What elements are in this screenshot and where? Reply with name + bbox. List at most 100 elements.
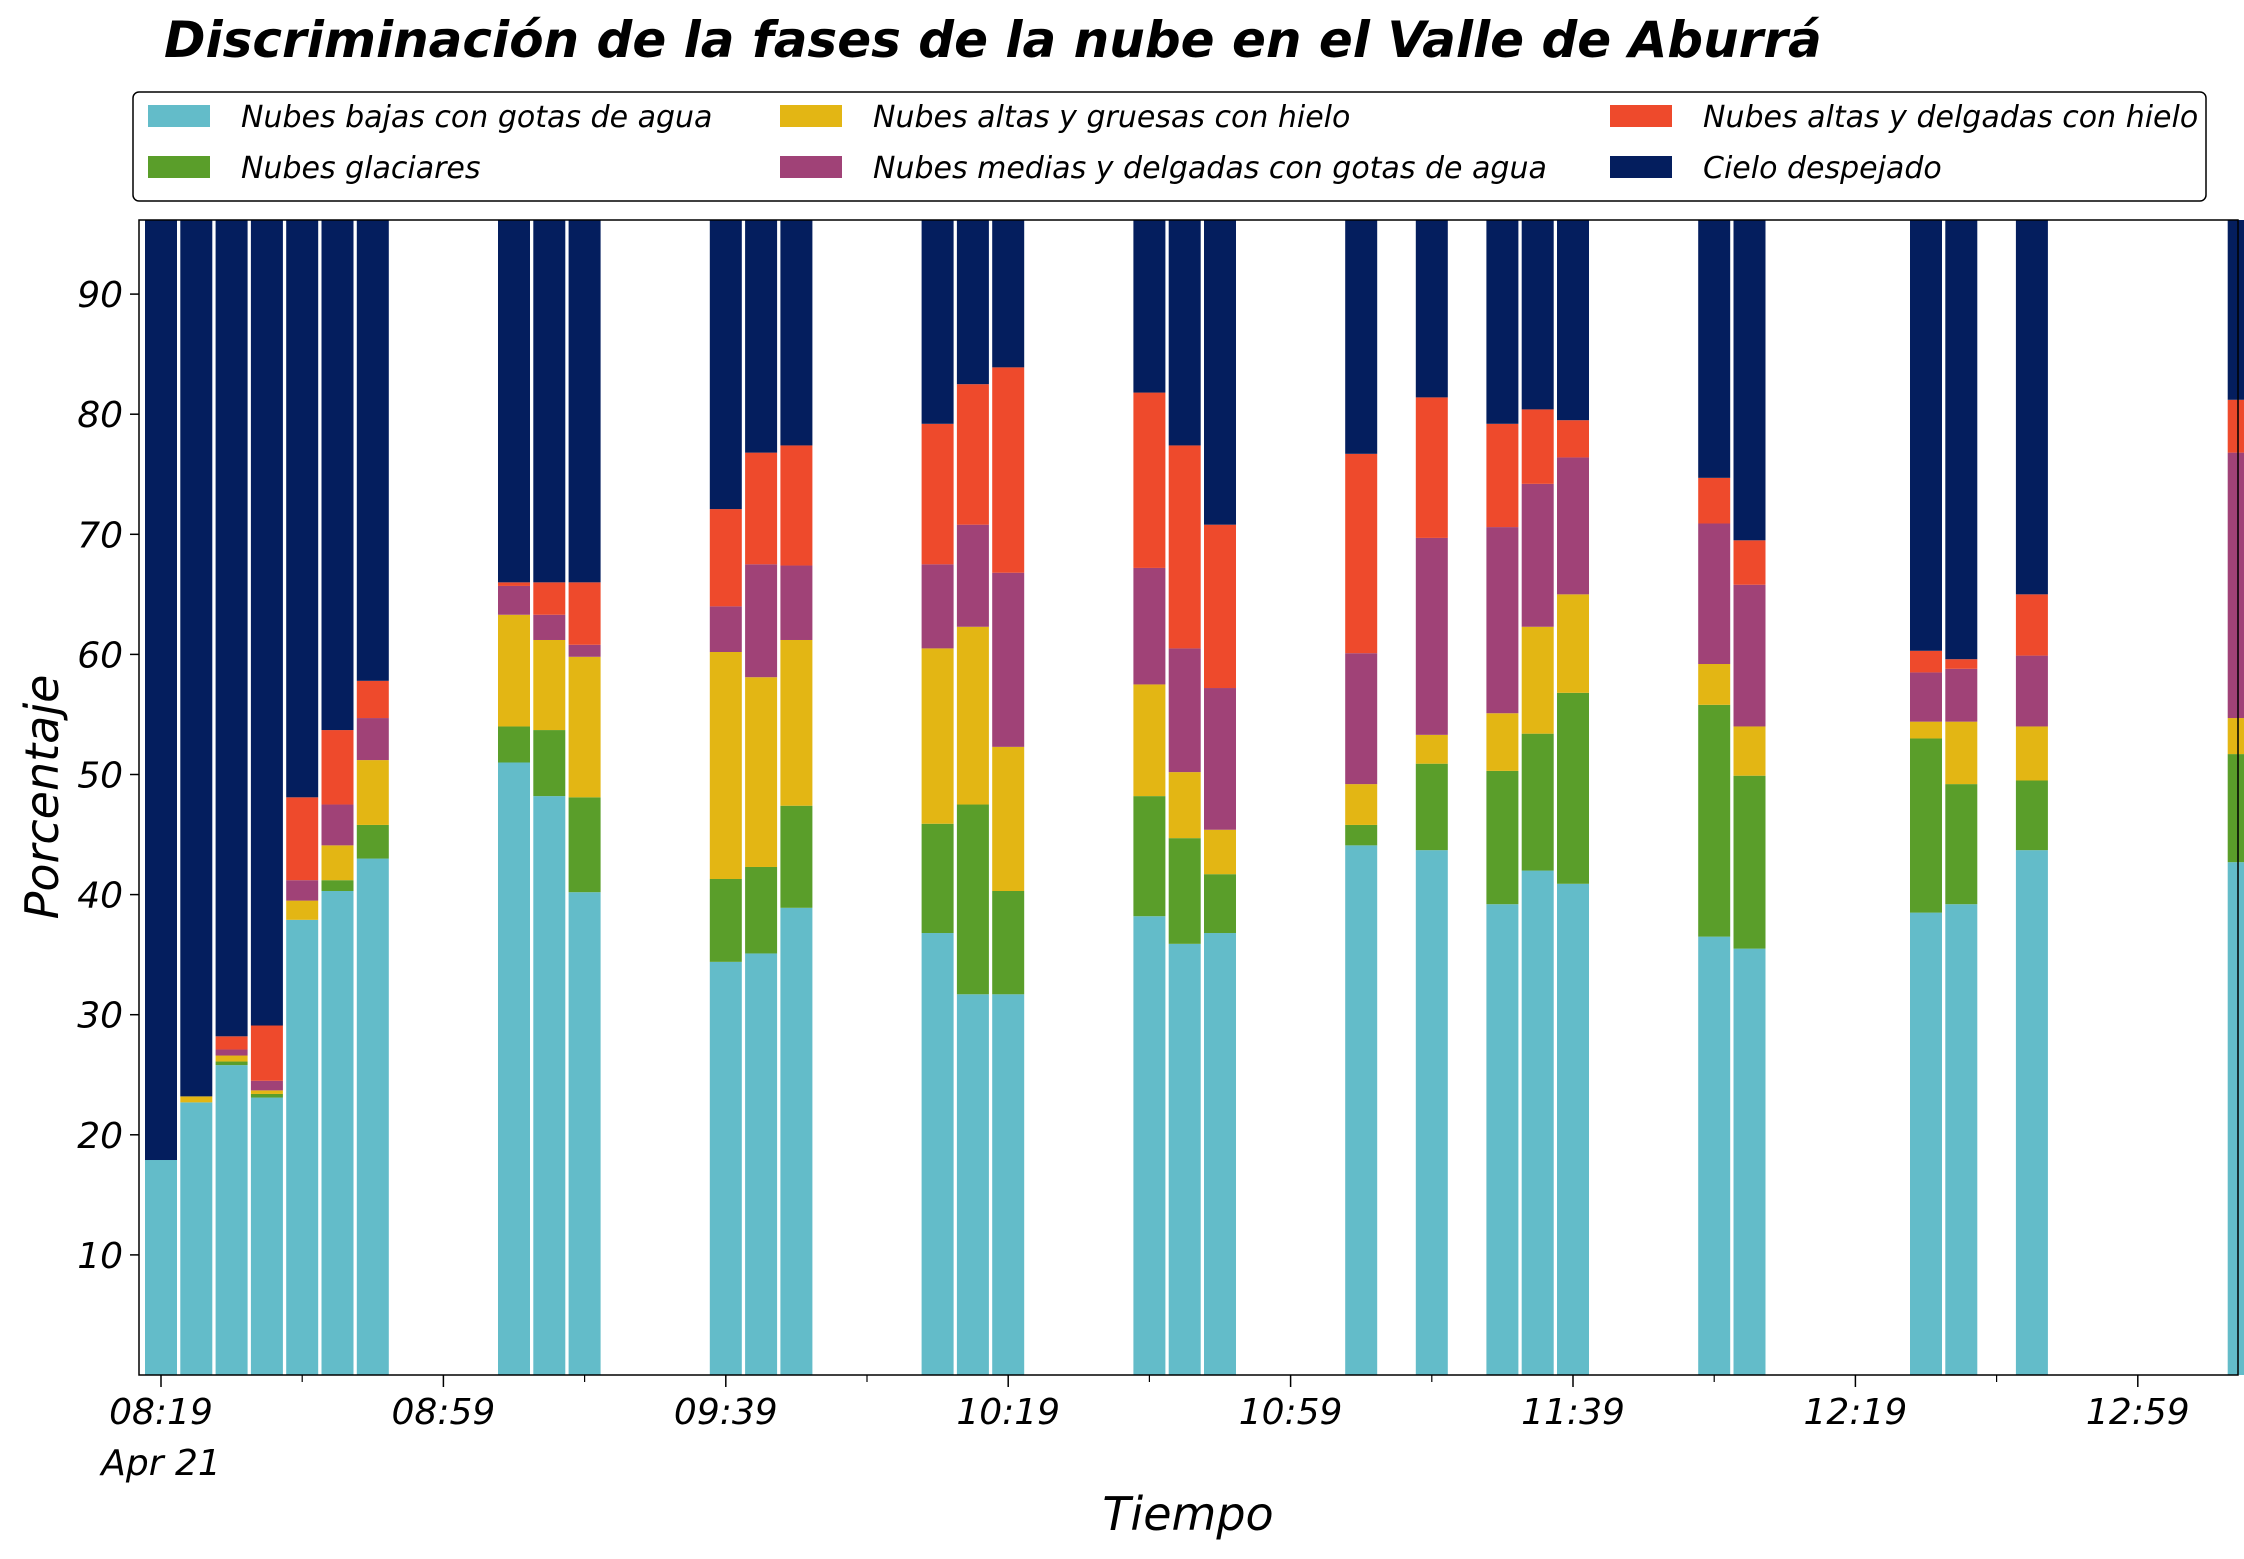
bar-segment <box>1345 824 1378 846</box>
bar-segment <box>180 220 213 1097</box>
y-tick-label: 50 <box>77 756 123 797</box>
bar-segment <box>215 220 248 1037</box>
y-tick-label: 90 <box>77 275 123 316</box>
bar-segment <box>1486 904 1519 1375</box>
bar-segment <box>498 585 530 615</box>
bar-segment <box>180 1102 213 1375</box>
bar-segment <box>568 797 601 893</box>
bar-segment <box>356 858 389 1375</box>
y-axis: 10 20 30 40 50 60 70 80 90 <box>77 275 139 1277</box>
x-tick-label: 10:59 <box>1239 1392 1343 1433</box>
bar-segment <box>709 652 742 879</box>
bar-segment <box>1415 220 1448 398</box>
bar-stack <box>709 220 742 1375</box>
bar-segment <box>921 564 954 649</box>
bar-segment <box>992 572 1025 747</box>
bar-segment <box>1557 883 1589 1375</box>
bar-segment <box>250 1090 283 1094</box>
x-tick-label: 12:19 <box>1804 1392 1908 1433</box>
x-tick-label: 12:59 <box>2086 1392 2190 1433</box>
bar-segment <box>1168 772 1201 839</box>
bar-segment <box>1521 483 1554 627</box>
bar-segment <box>498 614 530 727</box>
legend-swatch <box>148 156 210 178</box>
legend-swatch <box>1610 105 1672 127</box>
bar-segment <box>2227 718 2244 755</box>
bar-stack <box>921 220 954 1375</box>
bar-stack <box>1945 220 1978 1375</box>
bar-segment <box>709 961 742 1375</box>
bar-segment <box>1733 540 1766 585</box>
bar-segment <box>921 823 954 934</box>
bar-segment <box>1557 420 1589 458</box>
bar-segment <box>992 994 1025 1375</box>
bar-segment <box>321 891 354 1375</box>
bar-segment <box>1345 453 1378 654</box>
bar-segment <box>2015 780 2048 851</box>
legend-label: Nubes glaciares <box>241 151 481 186</box>
bar-segment <box>498 726 530 763</box>
bar-segment <box>1698 220 1731 478</box>
bar-segment <box>1345 653 1378 785</box>
bar-segment <box>1486 220 1519 424</box>
bar-segment <box>356 680 389 719</box>
bar-segment <box>1133 916 1166 1375</box>
x-tick-label: 09:39 <box>674 1392 778 1433</box>
y-tick-label: 80 <box>77 395 123 436</box>
bar-stack <box>956 220 989 1375</box>
bar-segment <box>1415 537 1448 735</box>
y-tick-label: 70 <box>77 515 123 556</box>
bar-segment <box>921 933 954 1375</box>
y-tick-label: 30 <box>77 996 123 1037</box>
bar-stack <box>145 220 177 1375</box>
bar-stack <box>215 220 248 1375</box>
bar-segment <box>568 582 601 645</box>
bar-segment <box>956 220 989 385</box>
bar-segment <box>321 220 354 731</box>
bar-segment <box>745 452 778 565</box>
bar-segment <box>1521 220 1554 410</box>
bar-segment <box>1133 796 1166 917</box>
bar-stack <box>780 220 813 1375</box>
bar-segment <box>992 220 1025 368</box>
bar-segment <box>1168 648 1201 773</box>
bar-segment <box>250 1093 283 1098</box>
bar-segment <box>1521 733 1554 871</box>
bar-segment <box>1698 936 1731 1375</box>
bar-segment <box>2227 862 2244 1375</box>
bar-segment <box>1698 477 1731 524</box>
bar-segment <box>921 423 954 565</box>
bar-stack <box>1345 220 1378 1375</box>
bar-segment <box>1557 457 1589 595</box>
bar-stack <box>286 220 319 1375</box>
bar-segment <box>356 220 389 681</box>
bar-segment <box>1168 838 1201 944</box>
bar-segment <box>1345 845 1378 1375</box>
bar-segment <box>1415 763 1448 851</box>
bar-segment <box>568 644 601 657</box>
bar-stack <box>1486 220 1519 1375</box>
bar-segment <box>1910 738 1942 913</box>
bar-segment <box>215 1061 248 1066</box>
legend-swatch <box>1610 156 1672 178</box>
bar-segment <box>568 220 601 583</box>
bar-stack <box>533 220 566 1375</box>
bar-segment <box>1733 948 1766 1375</box>
bar-segment <box>956 804 989 995</box>
bar-segment <box>1698 704 1731 937</box>
bar-stack <box>1910 220 1942 1375</box>
bar-stack <box>1698 220 1731 1375</box>
bar-stack <box>1521 220 1554 1375</box>
bar-segment <box>2015 726 2048 781</box>
bar-segment <box>1910 220 1942 651</box>
bar-segment <box>956 524 989 627</box>
legend-swatch <box>780 105 842 127</box>
bar-segment <box>780 907 813 1375</box>
bar-segment <box>356 760 389 825</box>
bar-stack <box>180 220 213 1375</box>
bar-segment <box>1204 829 1236 875</box>
bar-segment <box>1910 650 1942 673</box>
bar-segment <box>1415 850 1448 1375</box>
bar-segment <box>709 220 742 510</box>
bar-segment <box>1345 220 1378 454</box>
